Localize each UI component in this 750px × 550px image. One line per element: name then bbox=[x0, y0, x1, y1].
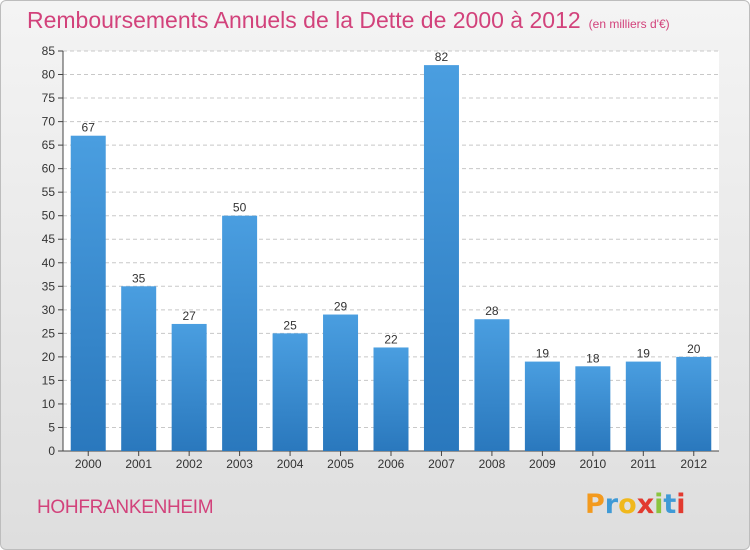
y-tick-label: 70 bbox=[42, 115, 56, 129]
x-tick-label: 2011 bbox=[630, 457, 656, 471]
bar bbox=[121, 286, 157, 451]
logo-letter: r bbox=[604, 489, 619, 520]
bar bbox=[222, 215, 258, 451]
x-tick-label: 2012 bbox=[680, 457, 707, 471]
bar bbox=[272, 333, 308, 451]
bar bbox=[474, 319, 510, 451]
x-tick-label: 2000 bbox=[75, 457, 102, 471]
chart-subtitle: (en milliers d'€) bbox=[588, 17, 670, 31]
proxiti-logo: Proxiti bbox=[585, 489, 686, 520]
logo-letter: i bbox=[676, 489, 686, 520]
bar-value-label: 20 bbox=[687, 342, 701, 356]
bar-value-label: 29 bbox=[334, 300, 348, 314]
bar-value-label: 82 bbox=[435, 50, 449, 64]
y-tick-label: 40 bbox=[42, 256, 56, 270]
bar bbox=[373, 347, 409, 451]
y-tick-label: 35 bbox=[42, 279, 56, 293]
x-tick-label: 2005 bbox=[327, 457, 354, 471]
bar bbox=[323, 314, 359, 451]
y-tick-label: 30 bbox=[42, 303, 56, 317]
logo-letter: P bbox=[585, 489, 605, 520]
bar-value-label: 22 bbox=[384, 332, 398, 346]
y-tick-label: 20 bbox=[42, 350, 56, 364]
bar-value-label: 28 bbox=[485, 304, 499, 318]
x-tick-label: 2009 bbox=[529, 457, 556, 471]
y-tick-label: 15 bbox=[42, 373, 56, 387]
y-tick-label: 80 bbox=[42, 68, 56, 82]
y-tick-label: 60 bbox=[42, 162, 56, 176]
bar bbox=[70, 135, 106, 452]
bar-value-label: 50 bbox=[233, 201, 247, 215]
logo-letter: x bbox=[636, 489, 655, 520]
bar-value-label: 67 bbox=[82, 121, 96, 135]
logo-letter: i bbox=[654, 489, 664, 520]
bar-value-label: 35 bbox=[132, 271, 146, 285]
y-tick-label: 65 bbox=[42, 138, 56, 152]
bar bbox=[676, 356, 712, 451]
bar bbox=[171, 323, 207, 451]
y-tick-label: 50 bbox=[42, 209, 56, 223]
x-tick-label: 2010 bbox=[579, 457, 606, 471]
bar-value-label: 18 bbox=[586, 351, 600, 365]
x-tick-label: 2007 bbox=[428, 457, 455, 471]
x-tick-label: 2004 bbox=[277, 457, 304, 471]
bar-value-label: 19 bbox=[536, 347, 550, 361]
y-tick-label: 45 bbox=[42, 232, 56, 246]
x-tick-label: 2002 bbox=[176, 457, 203, 471]
y-tick-label: 5 bbox=[48, 420, 55, 434]
bar bbox=[423, 65, 459, 451]
x-tick-label: 2006 bbox=[378, 457, 405, 471]
y-tick-label: 25 bbox=[42, 326, 56, 340]
bar bbox=[575, 366, 611, 451]
bar-value-label: 19 bbox=[637, 347, 651, 361]
x-tick-label: 2001 bbox=[125, 457, 152, 471]
x-tick-label: 2008 bbox=[479, 457, 506, 471]
commune-name: HOHFRANKENHEIM bbox=[37, 497, 214, 518]
y-tick-label: 75 bbox=[42, 91, 56, 105]
bar-value-label: 25 bbox=[283, 318, 297, 332]
chart-title-text: Remboursements Annuels de la Dette de 20… bbox=[27, 7, 581, 33]
y-tick-label: 55 bbox=[42, 185, 56, 199]
bar bbox=[524, 361, 560, 451]
y-tick-label: 85 bbox=[42, 44, 56, 58]
chart-title: Remboursements Annuels de la Dette de 20… bbox=[27, 7, 670, 34]
bar bbox=[625, 361, 661, 451]
y-tick-label: 0 bbox=[48, 444, 55, 458]
bar-value-label: 27 bbox=[182, 309, 196, 323]
y-tick-label: 10 bbox=[42, 397, 56, 411]
logo-letter: t bbox=[663, 489, 677, 520]
x-tick-label: 2003 bbox=[226, 457, 253, 471]
logo-letter: o bbox=[618, 489, 637, 520]
